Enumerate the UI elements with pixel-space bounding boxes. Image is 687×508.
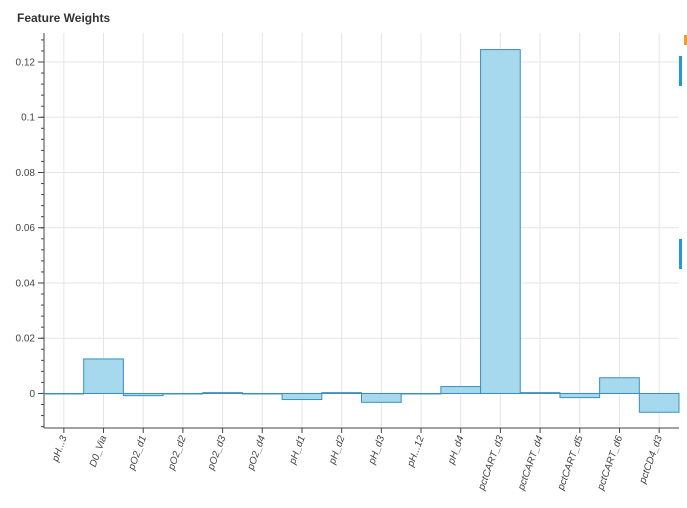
x-tick-label: pH_d2 <box>327 434 348 467</box>
pan-tool-icon[interactable] <box>679 56 682 86</box>
x-tick-label: pctCD4_d3 <box>637 434 665 486</box>
x-tick-label: pctCART_d6 <box>595 434 625 493</box>
bar <box>83 358 124 394</box>
y-tick-label: 0.08 <box>16 168 36 179</box>
bars-layer <box>43 49 680 413</box>
x-tick-label: pH_d1 <box>287 434 308 466</box>
y-axis: 0 0.02 0.04 0.06 0.08 0.1 0.12 <box>16 33 45 428</box>
x-tick-label: pH_d4 <box>446 434 467 467</box>
x-tick-label: pctCART_d3 <box>476 434 506 493</box>
x-tick-label: pO2_d2 <box>166 434 189 473</box>
zoom-tool-icon[interactable] <box>679 239 682 269</box>
y-tick-label: 0.06 <box>16 223 36 234</box>
x-tick-label: pO2_d3 <box>206 434 229 473</box>
x-tick-label: pO2_d1 <box>126 434 149 472</box>
y-tick-label: 0 <box>29 389 35 400</box>
x-tick-label: pctCART_d5 <box>555 434 585 493</box>
grid-lines <box>44 33 679 428</box>
chart-title: Feature Weights <box>17 11 111 25</box>
bar <box>440 386 482 394</box>
bar <box>599 377 640 394</box>
y-tick-label: 0.04 <box>16 278 36 289</box>
bar <box>559 392 601 399</box>
bar <box>638 392 680 413</box>
x-axis: pH...3 D0_Via pO2_d1 pO2_d2 pO2_d3 pO2_d4 pH_d… <box>44 427 679 493</box>
y-tick-label: 0.1 <box>21 113 35 124</box>
bar <box>480 49 521 394</box>
y-tick-label: 0.12 <box>16 58 36 69</box>
y-tick-label: 0.02 <box>16 334 36 345</box>
x-tick-label: pH_d3 <box>366 434 387 467</box>
x-tick-label: pH...3 <box>50 434 70 464</box>
x-tick-label: D0_Via <box>88 434 110 469</box>
bokeh-logo-icon[interactable] <box>684 35 687 45</box>
bar <box>281 392 323 401</box>
x-tick-label: pctCART_d4 <box>516 434 546 493</box>
chart-toolbar[interactable] <box>679 35 687 269</box>
x-tick-label: pO2_d4 <box>245 434 268 473</box>
x-tick-label: pH...12 <box>405 434 427 469</box>
bar <box>361 392 402 403</box>
